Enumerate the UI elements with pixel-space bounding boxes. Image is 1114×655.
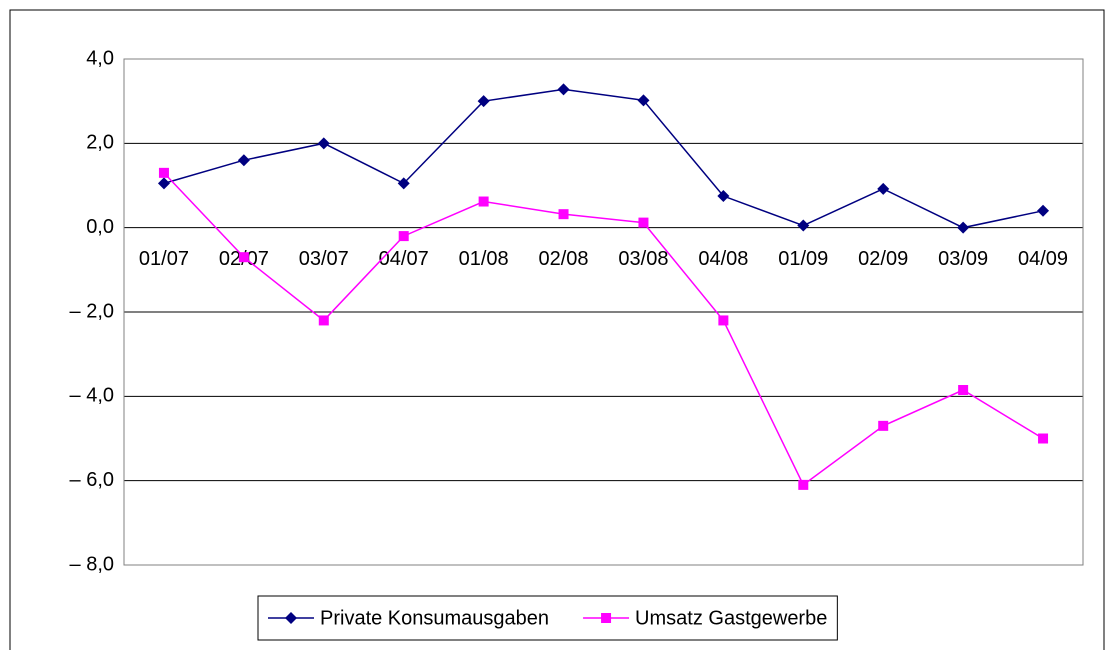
point [238, 252, 249, 263]
point [957, 221, 970, 234]
x-tick-label: 03/09 [938, 248, 988, 270]
point [798, 479, 809, 490]
point [158, 167, 169, 178]
point [397, 177, 410, 190]
x-tick-label: 04/09 [1018, 248, 1068, 270]
point [601, 613, 612, 623]
point [157, 177, 170, 190]
point [478, 196, 489, 207]
point [398, 231, 409, 242]
point [797, 219, 810, 232]
series-line [163, 88, 1044, 229]
legend: Private Konsumausgaben Umsatz Gastgewerbe [257, 595, 838, 641]
y-tick-label: – 8,0 [70, 553, 114, 575]
series-line [163, 172, 1044, 487]
y-tick-label: 2,0 [86, 132, 114, 154]
y-tick-label: 0,0 [86, 216, 114, 238]
point [237, 154, 250, 167]
point [638, 217, 649, 228]
point [1037, 204, 1050, 217]
point [878, 420, 889, 431]
point [477, 95, 490, 108]
plot-area [123, 58, 1084, 566]
point [718, 315, 729, 326]
chart-frame [9, 9, 1105, 655]
x-tick-label: 01/09 [778, 248, 828, 270]
y-tick-label: – 2,0 [70, 300, 114, 322]
point [557, 83, 570, 96]
legend-box [257, 595, 838, 641]
point [958, 385, 969, 396]
x-tick-label: 04/08 [698, 248, 748, 270]
x-tick-label: 03/07 [299, 248, 349, 270]
x-tick-label: 02/09 [858, 248, 908, 270]
point [877, 182, 890, 195]
y-tick-label: – 4,0 [70, 385, 114, 407]
x-tick-label: 03/08 [618, 248, 668, 270]
point [317, 137, 330, 150]
legend-label: Private Konsumausgaben [320, 607, 549, 629]
point [637, 94, 650, 107]
point [318, 315, 329, 326]
x-tick-label: 01/08 [459, 248, 509, 270]
x-tick-label: 04/07 [379, 248, 429, 270]
y-tick-label: 4,0 [86, 47, 114, 69]
x-tick-label: 01/07 [139, 248, 189, 270]
y-tick-label: – 6,0 [70, 469, 114, 491]
point [285, 612, 297, 624]
legend-label: Umsatz Gastgewerbe [635, 607, 827, 629]
point [717, 190, 730, 203]
x-tick-label: 02/08 [539, 248, 589, 270]
point [558, 209, 569, 220]
point [1038, 433, 1049, 444]
